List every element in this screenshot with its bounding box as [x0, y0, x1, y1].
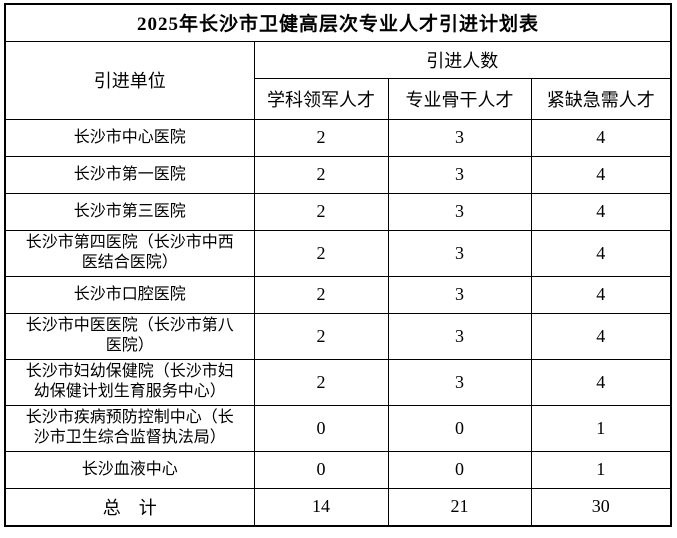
- table-row: 长沙市第一医院 2 3 4: [4, 155, 672, 194]
- unit-cell: 长沙市妇幼保健院（长沙市妇幼保健计划生育服务中心）: [4, 358, 255, 406]
- total-value-cell: 30: [530, 487, 672, 527]
- table-row: 长沙市口腔医院 2 3 4: [4, 275, 672, 314]
- unit-cell: 长沙市中医医院（长沙市第八医院）: [4, 312, 255, 360]
- header-sub-row: 学科领军人才 专业骨干人才 紧缺急需人才: [5, 77, 672, 120]
- value-cell: 3: [387, 275, 532, 314]
- value-cell: 3: [387, 312, 532, 360]
- table-title: 2025年长沙市卫健高层次专业人才引进计划表: [4, 3, 672, 42]
- table-row: 长沙血液中心 0 0 1: [4, 450, 672, 489]
- value-cell: 4: [530, 275, 672, 314]
- value-cell: 4: [530, 358, 672, 406]
- talent-plan-table: 2025年长沙市卫健高层次专业人才引进计划表 引进单位 引进人数 学科领军人才 …: [4, 3, 673, 527]
- value-cell: 4: [530, 192, 672, 231]
- unit-cell: 长沙市中心医院: [4, 118, 255, 157]
- unit-cell: 长沙市第三医院: [4, 192, 255, 231]
- header-intake-count: 引进人数: [253, 40, 672, 79]
- total-value-cell: 14: [253, 487, 389, 527]
- value-cell: 3: [387, 229, 532, 277]
- title-row: 2025年长沙市卫健高层次专业人才引进计划表: [4, 3, 672, 42]
- value-cell: 1: [530, 404, 672, 452]
- unit-cell: 长沙市口腔医院: [4, 275, 255, 314]
- table-row: 长沙市第四医院（长沙市中西医结合医院） 2 3 4: [4, 229, 672, 277]
- value-cell: 4: [530, 118, 672, 157]
- value-cell: 0: [253, 450, 389, 489]
- value-cell: 2: [253, 192, 389, 231]
- unit-cell: 长沙市疾病预防控制中心（长沙市卫生综合监督执法局）: [4, 404, 255, 452]
- header-urgently-needed: 紧缺急需人才: [530, 77, 672, 120]
- table-row: 长沙市第三医院 2 3 4: [4, 192, 672, 231]
- value-cell: 0: [387, 404, 532, 452]
- value-cell: 4: [530, 155, 672, 194]
- unit-cell: 长沙市第一医院: [4, 155, 255, 194]
- value-cell: 2: [253, 118, 389, 157]
- unit-cell: 长沙市第四医院（长沙市中西医结合医院）: [4, 229, 255, 277]
- value-cell: 4: [530, 312, 672, 360]
- value-cell: 2: [253, 312, 389, 360]
- header-group-row: 引进单位 引进人数: [4, 40, 672, 120]
- table-row: 长沙市中心医院 2 3 4: [4, 118, 672, 157]
- total-row: 总 计 14 21 30: [4, 487, 672, 527]
- total-label-cell: 总 计: [4, 487, 255, 527]
- value-cell: 4: [530, 229, 672, 277]
- value-cell: 2: [253, 275, 389, 314]
- header-professional-backbone: 专业骨干人才: [387, 77, 532, 120]
- value-cell: 2: [253, 229, 389, 277]
- table-row: 长沙市疾病预防控制中心（长沙市卫生综合监督执法局） 0 0 1: [4, 404, 672, 452]
- unit-cell: 长沙血液中心: [4, 450, 255, 489]
- header-discipline-leader: 学科领军人才: [253, 77, 389, 120]
- header-unit: 引进单位: [4, 40, 255, 120]
- value-cell: 3: [387, 118, 532, 157]
- table-row: 长沙市中医医院（长沙市第八医院） 2 3 4: [4, 312, 672, 360]
- value-cell: 3: [387, 358, 532, 406]
- value-cell: 0: [387, 450, 532, 489]
- value-cell: 3: [387, 192, 532, 231]
- value-cell: 0: [253, 404, 389, 452]
- table-row: 长沙市妇幼保健院（长沙市妇幼保健计划生育服务中心） 2 3 4: [4, 358, 672, 406]
- value-cell: 1: [530, 450, 672, 489]
- value-cell: 2: [253, 155, 389, 194]
- value-cell: 3: [387, 155, 532, 194]
- total-value-cell: 21: [387, 487, 532, 527]
- value-cell: 2: [253, 358, 389, 406]
